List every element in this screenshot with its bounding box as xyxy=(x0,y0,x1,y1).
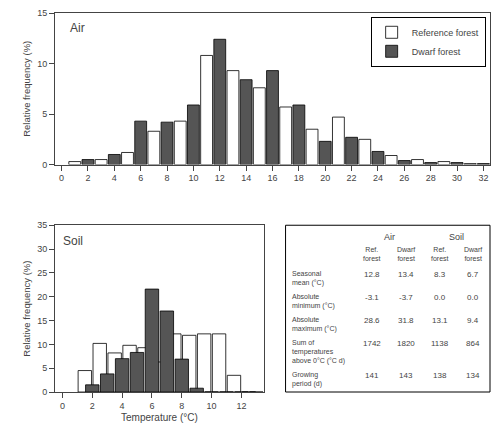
svg-text:Temperature (°C): Temperature (°C) xyxy=(121,412,198,423)
svg-text:16: 16 xyxy=(267,173,277,183)
svg-text:30: 30 xyxy=(452,173,462,183)
svg-text:31.8: 31.8 xyxy=(398,316,414,325)
svg-text:Growingperiod (d): Growingperiod (d) xyxy=(292,371,322,388)
svg-text:Dwarf forest: Dwarf forest xyxy=(412,47,461,57)
svg-text:2: 2 xyxy=(85,173,90,183)
svg-text:Ref.forest: Ref.forest xyxy=(363,246,381,262)
svg-text:Soil: Soil xyxy=(63,234,83,248)
svg-text:Sum oftemperaturesabove 0°C (°: Sum oftemperaturesabove 0°C (°C d) xyxy=(292,339,345,365)
svg-text:-3.1: -3.1 xyxy=(365,293,379,302)
svg-text:-3.7: -3.7 xyxy=(399,293,413,302)
svg-text:14: 14 xyxy=(241,173,251,183)
svg-text:0: 0 xyxy=(42,387,47,397)
svg-text:4: 4 xyxy=(112,173,117,183)
svg-text:1742: 1742 xyxy=(363,339,381,348)
svg-text:138: 138 xyxy=(433,371,447,380)
svg-text:Ref.forest: Ref.forest xyxy=(431,246,449,262)
svg-text:10: 10 xyxy=(37,340,47,350)
svg-text:9.4: 9.4 xyxy=(467,316,479,325)
svg-text:Seasonalmean (°C): Seasonalmean (°C) xyxy=(292,270,324,287)
svg-text:26: 26 xyxy=(399,173,409,183)
svg-text:28: 28 xyxy=(426,173,436,183)
svg-text:6: 6 xyxy=(138,173,143,183)
svg-text:5: 5 xyxy=(42,109,47,119)
svg-text:Reference forest: Reference forest xyxy=(412,28,479,38)
svg-text:Relative frequency (%): Relative frequency (%) xyxy=(21,261,32,357)
svg-text:6: 6 xyxy=(149,401,154,411)
svg-text:0.0: 0.0 xyxy=(467,293,479,302)
svg-text:8: 8 xyxy=(165,173,170,183)
svg-text:24: 24 xyxy=(373,173,383,183)
svg-text:Relative frequency (%): Relative frequency (%) xyxy=(21,41,32,137)
svg-text:15: 15 xyxy=(37,316,47,326)
svg-text:Air: Air xyxy=(384,232,395,242)
svg-text:141: 141 xyxy=(365,371,379,380)
svg-text:15: 15 xyxy=(37,8,47,18)
svg-text:13.1: 13.1 xyxy=(432,316,448,325)
svg-text:Dwarfforest: Dwarfforest xyxy=(397,246,415,262)
svg-text:8.3: 8.3 xyxy=(434,270,446,279)
svg-text:2: 2 xyxy=(90,401,95,411)
svg-text:6.7: 6.7 xyxy=(467,270,479,279)
svg-text:10: 10 xyxy=(37,59,47,69)
svg-text:12.8: 12.8 xyxy=(364,270,380,279)
svg-text:Absolutemaximum (°C): Absolutemaximum (°C) xyxy=(292,316,337,333)
svg-text:Soil: Soil xyxy=(449,232,464,242)
svg-text:1820: 1820 xyxy=(397,339,415,348)
svg-text:32: 32 xyxy=(478,173,488,183)
svg-text:143: 143 xyxy=(399,371,413,380)
svg-text:28.6: 28.6 xyxy=(364,316,380,325)
svg-text:4: 4 xyxy=(120,401,125,411)
svg-text:0: 0 xyxy=(60,401,65,411)
svg-text:10: 10 xyxy=(207,401,217,411)
svg-text:Dwarfforest: Dwarfforest xyxy=(464,246,482,262)
svg-text:8: 8 xyxy=(179,401,184,411)
svg-text:13.4: 13.4 xyxy=(398,270,414,279)
svg-text:35: 35 xyxy=(37,220,47,230)
svg-text:0.0: 0.0 xyxy=(434,293,446,302)
svg-text:22: 22 xyxy=(347,173,357,183)
svg-text:30: 30 xyxy=(37,244,47,254)
svg-text:0: 0 xyxy=(59,173,64,183)
svg-text:864: 864 xyxy=(466,339,480,348)
svg-text:25: 25 xyxy=(37,268,47,278)
svg-text:18: 18 xyxy=(294,173,304,183)
svg-text:Air: Air xyxy=(70,21,85,35)
svg-text:134: 134 xyxy=(466,371,480,380)
svg-text:20: 20 xyxy=(320,173,330,183)
svg-text:20: 20 xyxy=(37,292,47,302)
svg-text:Absoluteminimum (°C): Absoluteminimum (°C) xyxy=(292,293,335,310)
svg-text:12: 12 xyxy=(236,401,246,411)
svg-text:5: 5 xyxy=(42,363,47,373)
svg-text:10: 10 xyxy=(188,173,198,183)
svg-text:12: 12 xyxy=(215,173,225,183)
svg-text:0: 0 xyxy=(42,160,47,170)
svg-text:1138: 1138 xyxy=(431,339,449,348)
